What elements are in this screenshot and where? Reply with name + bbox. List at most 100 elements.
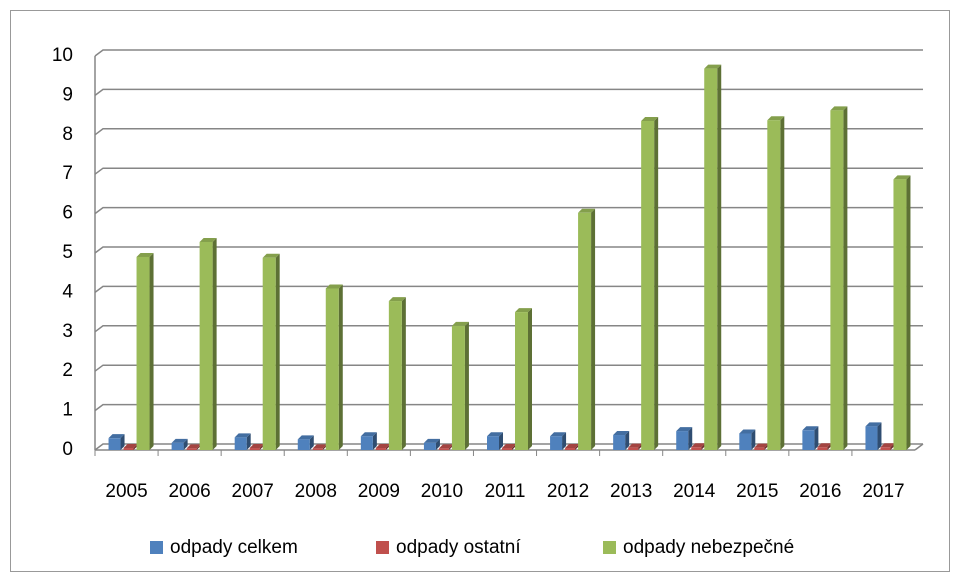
x-tick-label: 2015 <box>736 481 778 502</box>
bar-face <box>802 430 815 450</box>
bar-face <box>751 429 756 450</box>
bar-face <box>613 431 630 436</box>
bar <box>515 308 532 450</box>
bar-face <box>591 208 596 450</box>
bar-face <box>613 435 626 450</box>
bar-face <box>309 435 314 450</box>
bar-face <box>183 438 188 450</box>
x-tick-label: 2011 <box>485 481 526 502</box>
bar-face <box>136 252 154 257</box>
bar-face <box>641 121 655 450</box>
bar-face <box>691 447 702 450</box>
bar <box>451 321 469 450</box>
bar <box>487 432 503 450</box>
x-tick-label: 2014 <box>673 481 716 502</box>
bar-face <box>625 431 630 450</box>
bar-face <box>628 447 639 450</box>
bar <box>641 117 659 450</box>
bar-face <box>249 448 260 450</box>
bar-face <box>676 427 693 432</box>
y-tick-label: 0 <box>62 439 73 460</box>
y-tick-label: 6 <box>62 203 73 224</box>
bar-face <box>275 253 280 450</box>
legend-label: odpady nebezpečné <box>623 537 794 558</box>
bar-face <box>108 438 121 450</box>
bar-face <box>435 438 440 450</box>
bar-face <box>565 448 576 450</box>
bar-face <box>423 438 440 443</box>
y-tick-label: 7 <box>62 163 73 184</box>
bar-face <box>830 110 844 450</box>
bar-face <box>865 422 882 427</box>
bar-face <box>502 448 512 450</box>
bar-face <box>802 426 819 431</box>
bar-face <box>550 436 563 450</box>
bar-face <box>297 435 314 440</box>
bar <box>199 237 217 450</box>
x-tick-label: 2008 <box>295 481 337 502</box>
bar-face <box>654 117 659 450</box>
bar-face <box>186 444 201 449</box>
bar-face <box>360 436 373 450</box>
x-axis-side <box>914 443 924 451</box>
bar <box>865 422 882 450</box>
x-tick-label: 2016 <box>799 481 841 502</box>
bar-face <box>360 432 377 437</box>
bar-face <box>780 116 785 451</box>
bar <box>739 429 756 450</box>
bar-face <box>249 444 264 449</box>
bar-face <box>499 432 503 450</box>
bar-face <box>171 442 184 450</box>
bar-face <box>704 64 722 69</box>
y-tick-label: 5 <box>62 242 73 263</box>
bar-face <box>830 106 848 111</box>
bar-face <box>487 436 499 450</box>
bar-face <box>550 432 567 437</box>
grid-line <box>94 49 923 57</box>
bar-face <box>123 448 134 450</box>
y-tick-label: 3 <box>62 321 73 342</box>
bar-face <box>199 237 217 242</box>
x-tick-label: 2013 <box>610 481 652 502</box>
bar <box>613 431 630 450</box>
bar-face <box>234 437 247 450</box>
bar-face <box>565 444 580 449</box>
bar-face <box>372 432 377 450</box>
bar-face <box>578 212 592 450</box>
bar-face <box>893 179 907 450</box>
bar <box>893 175 911 450</box>
bar-face <box>108 434 125 439</box>
bar-face <box>814 426 819 450</box>
bar-face <box>136 256 150 450</box>
bar-face <box>691 443 706 448</box>
bar-face <box>325 284 343 289</box>
bar-face <box>628 443 643 448</box>
bar-face <box>438 448 449 450</box>
bar-face <box>641 117 659 122</box>
bar-face <box>487 432 503 437</box>
bar-face <box>880 447 891 450</box>
bar <box>830 106 848 450</box>
bar-face <box>704 68 718 450</box>
bar-face <box>438 444 453 449</box>
bar <box>297 435 314 450</box>
bar-face <box>171 438 188 443</box>
bar <box>171 438 188 450</box>
bar-face <box>817 447 828 450</box>
bar <box>262 253 280 450</box>
bar <box>108 434 125 450</box>
bar-face <box>464 321 469 450</box>
x-tick-label: 2005 <box>105 481 147 502</box>
bar-face <box>817 443 832 448</box>
legend-swatch <box>376 541 389 554</box>
bar <box>802 426 819 450</box>
bar <box>550 432 567 450</box>
x-tick-label: 2012 <box>547 481 589 502</box>
bar-face <box>893 175 911 180</box>
bar-face <box>451 321 469 326</box>
bar-face <box>388 301 402 450</box>
bar-face <box>451 325 465 450</box>
bar-face <box>767 116 785 121</box>
bar-face <box>865 426 878 450</box>
y-tick-label: 10 <box>52 45 73 66</box>
